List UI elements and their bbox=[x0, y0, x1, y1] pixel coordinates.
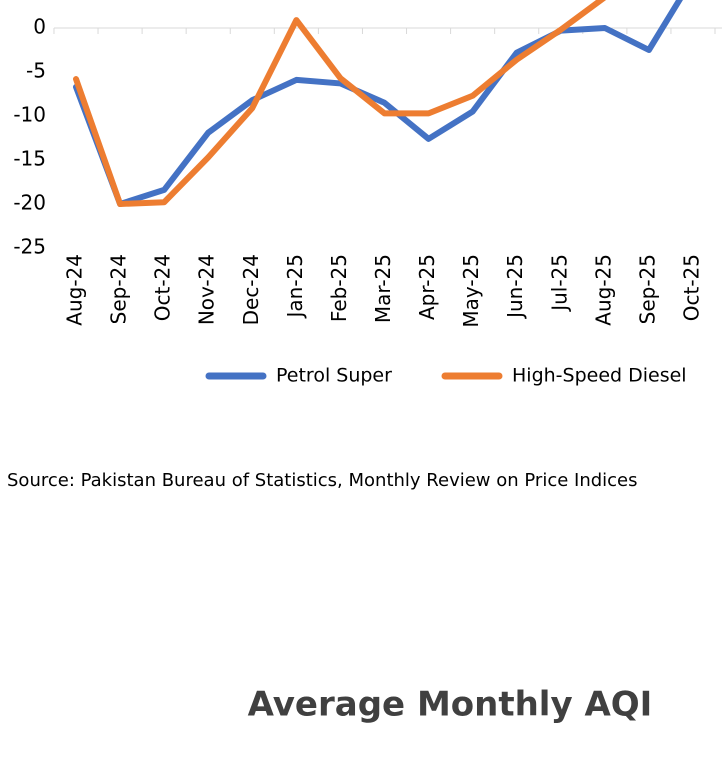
x-tick-label: Oct-25 bbox=[679, 254, 703, 321]
y-tick-label: -10 bbox=[13, 103, 46, 127]
data-line bbox=[73, 0, 683, 207]
data-line bbox=[73, 0, 607, 207]
y-tick-label: -15 bbox=[13, 147, 46, 171]
y-tick-label: -20 bbox=[13, 191, 46, 215]
x-tick-label: Jul-25 bbox=[547, 254, 571, 313]
x-tick-label: May-25 bbox=[459, 254, 483, 328]
x-tick-label: Sep-24 bbox=[107, 254, 131, 324]
x-tick-label: Jan-25 bbox=[283, 254, 307, 320]
x-tick-label: Oct-24 bbox=[151, 254, 175, 321]
x-tick-label: Jun-25 bbox=[503, 254, 527, 320]
source-note: Source: Pakistan Bureau of Statistics, M… bbox=[7, 470, 638, 491]
y-tick-label: -25 bbox=[13, 235, 46, 259]
x-tick-label: Nov-24 bbox=[195, 254, 219, 325]
x-tick-label: Aug-25 bbox=[591, 254, 615, 326]
x-tick-label: Mar-25 bbox=[371, 254, 395, 323]
x-tick-label: Dec-24 bbox=[239, 254, 263, 325]
x-tick-label: Aug-24 bbox=[63, 254, 87, 326]
y-tick-label: -5 bbox=[26, 59, 46, 83]
x-tick-label: Apr-25 bbox=[415, 254, 439, 320]
x-tick-label: Sep-25 bbox=[635, 254, 659, 324]
legend-label: High-Speed Diesel bbox=[512, 365, 687, 387]
y-tick-label: 0 bbox=[33, 15, 46, 39]
section-heading: Average Monthly AQI bbox=[248, 685, 653, 725]
x-tick-label: Feb-25 bbox=[327, 254, 351, 322]
legend-label: Petrol Super bbox=[276, 365, 392, 387]
